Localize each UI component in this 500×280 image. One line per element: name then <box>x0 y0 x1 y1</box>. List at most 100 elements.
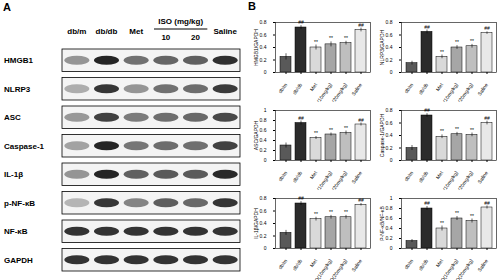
svg-text:**: ** <box>440 49 444 55</box>
svg-text:Saline: Saline <box>213 27 237 36</box>
svg-text:db/m: db/m <box>67 27 86 36</box>
svg-text:db/db: db/db <box>291 258 303 272</box>
svg-text:10: 10 <box>161 33 170 42</box>
svg-text:0.8: 0.8 <box>260 117 267 123</box>
svg-text:0.8: 0.8 <box>260 195 267 201</box>
svg-text:**: ** <box>314 130 318 136</box>
svg-text:##: ## <box>424 24 430 30</box>
svg-text:**: ** <box>344 125 348 131</box>
svg-text:db/db: db/db <box>291 82 303 96</box>
svg-text:p-NF-κB: p-NF-κB <box>4 199 35 208</box>
svg-text:Saline: Saline <box>350 170 363 185</box>
svg-text:P-NF-κB/NF-κB: P-NF-κB/NF-κB <box>379 205 385 240</box>
svg-text:Saline: Saline <box>350 258 363 273</box>
svg-text:**: ** <box>329 35 333 41</box>
svg-text:0.6: 0.6 <box>386 215 393 221</box>
svg-text:0.4: 0.4 <box>386 44 393 50</box>
svg-text:ISO(20mg/kg): ISO(20mg/kg) <box>451 258 474 280</box>
svg-text:0.8: 0.8 <box>386 19 393 25</box>
svg-text:0.2: 0.2 <box>386 235 393 241</box>
svg-text:**: ** <box>455 126 459 132</box>
svg-text:0: 0 <box>264 245 267 251</box>
svg-text:0.2: 0.2 <box>386 145 393 151</box>
svg-text:db/m: db/m <box>403 258 414 271</box>
svg-text:0.4: 0.4 <box>260 44 267 50</box>
svg-text:**: ** <box>329 209 333 215</box>
svg-text:**: ** <box>314 211 318 217</box>
svg-text:Saline: Saline <box>476 82 489 97</box>
svg-text:**: ** <box>440 220 444 226</box>
svg-text:Saline: Saline <box>476 170 489 185</box>
svg-text:Met: Met <box>308 81 318 92</box>
svg-text:ISO (mg/kg): ISO (mg/kg) <box>158 17 203 26</box>
svg-text:ASC/GAPDH: ASC/GAPDH <box>253 120 259 150</box>
svg-text:db/db: db/db <box>291 170 303 184</box>
svg-text:1: 1 <box>390 195 393 201</box>
svg-text:Saline: Saline <box>350 82 363 97</box>
svg-text:0: 0 <box>264 69 267 75</box>
svg-text:##: ## <box>484 200 490 206</box>
svg-text:0.4: 0.4 <box>386 132 393 138</box>
svg-text:##: ## <box>424 200 430 206</box>
svg-text:##: ## <box>358 117 364 123</box>
svg-text:##: ## <box>298 115 304 121</box>
svg-text:**: ** <box>455 210 459 216</box>
svg-text:Caspase-1: Caspase-1 <box>4 142 45 151</box>
svg-text:0.2: 0.2 <box>260 233 267 239</box>
svg-text:db/m: db/m <box>277 170 288 183</box>
svg-text:db/m: db/m <box>403 82 414 95</box>
svg-text:0.6: 0.6 <box>386 32 393 38</box>
svg-text:0.8: 0.8 <box>386 205 393 211</box>
svg-text:0.2: 0.2 <box>260 57 267 63</box>
svg-text:db/db: db/db <box>417 82 429 96</box>
svg-text:HMGB1/GAPDH: HMGB1/GAPDH <box>253 29 259 66</box>
svg-text:Caspase-1/GAPDH: Caspase-1/GAPDH <box>379 113 385 157</box>
svg-text:0.2: 0.2 <box>260 147 267 153</box>
svg-text:Met: Met <box>129 27 143 36</box>
svg-text:db/m: db/m <box>277 258 288 271</box>
svg-text:**: ** <box>455 39 459 45</box>
svg-text:**: ** <box>344 209 348 215</box>
svg-text:0.6: 0.6 <box>260 32 267 38</box>
svg-text:ISO(20mg/kg): ISO(20mg/kg) <box>325 258 348 280</box>
svg-text:0: 0 <box>264 157 267 163</box>
svg-text:**: ** <box>440 128 444 134</box>
svg-text:db/db: db/db <box>417 170 429 184</box>
svg-text:**: ** <box>470 213 474 219</box>
svg-text:0.4: 0.4 <box>386 225 393 231</box>
svg-text:Saline: Saline <box>476 258 489 273</box>
svg-text:**: ** <box>314 39 318 45</box>
svg-text:Met: Met <box>308 169 318 180</box>
svg-text:0.4: 0.4 <box>260 220 267 226</box>
svg-text:0.2: 0.2 <box>386 57 393 63</box>
svg-text:**: ** <box>329 127 333 133</box>
svg-text:db/m: db/m <box>277 82 288 95</box>
svg-text:db/db: db/db <box>417 258 429 272</box>
svg-text:20: 20 <box>191 33 200 42</box>
svg-text:##: ## <box>358 197 364 203</box>
svg-text:Met: Met <box>434 81 444 92</box>
svg-text:GAPDH: GAPDH <box>4 256 33 265</box>
svg-text:0: 0 <box>390 69 393 75</box>
svg-text:db/m: db/m <box>403 170 414 183</box>
svg-text:0.8: 0.8 <box>386 107 393 113</box>
svg-text:IL-1β/GAPDH: IL-1β/GAPDH <box>253 208 259 239</box>
svg-text:##: ## <box>484 25 490 31</box>
svg-text:1: 1 <box>264 107 267 113</box>
svg-text:NLRP3: NLRP3 <box>4 85 31 94</box>
svg-text:Met: Met <box>434 257 444 268</box>
svg-text:IL-1β: IL-1β <box>4 170 23 179</box>
svg-text:**: ** <box>470 38 474 44</box>
svg-text:NF-κB: NF-κB <box>4 227 28 236</box>
svg-text:**: ** <box>344 35 348 41</box>
svg-text:A: A <box>3 1 11 13</box>
svg-text:##: ## <box>484 115 490 121</box>
svg-text:0.4: 0.4 <box>260 137 267 143</box>
svg-text:**: ** <box>470 127 474 133</box>
svg-text:db/db: db/db <box>96 27 118 36</box>
svg-text:ASC: ASC <box>4 113 21 122</box>
svg-text:0: 0 <box>390 157 393 163</box>
svg-text:NLRP3/GAPDH: NLRP3/GAPDH <box>379 29 385 65</box>
svg-text:HMGB1: HMGB1 <box>4 56 33 65</box>
svg-text:0.6: 0.6 <box>260 208 267 214</box>
